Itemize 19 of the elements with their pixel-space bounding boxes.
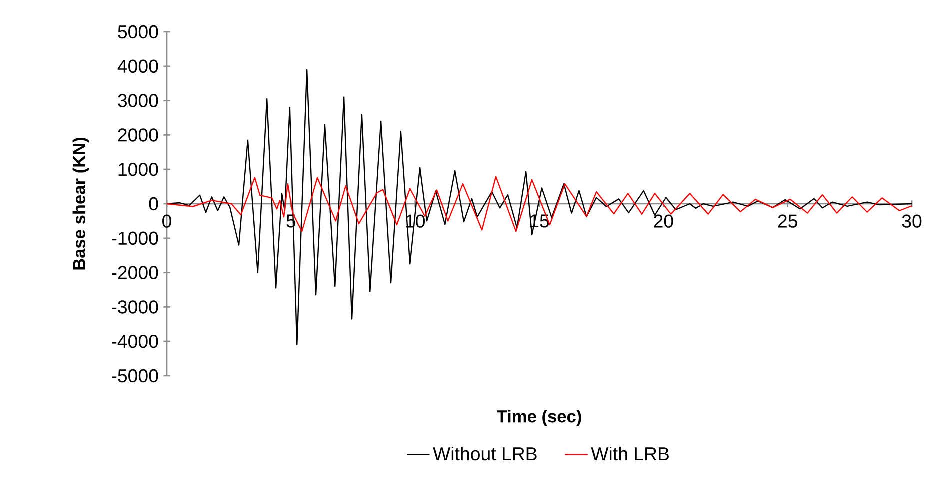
y-tick-label: -1000: [112, 232, 158, 246]
x-tick-label: 25: [778, 214, 798, 228]
y-tick-label: -2000: [112, 266, 158, 280]
y-tick-label: 2000: [118, 128, 158, 142]
y-tick-label: 1000: [118, 162, 158, 176]
y-tick-label: 3000: [118, 94, 158, 108]
legend-label: With LRB: [591, 446, 669, 461]
x-tick-label: 20: [654, 214, 674, 228]
y-tick-label: 0: [149, 197, 158, 211]
y-tick-label: 5000: [118, 25, 158, 39]
y-tick-label: -3000: [112, 300, 158, 314]
x-axis-title: Time (sec): [496, 410, 582, 426]
x-tick-label: 0: [162, 214, 172, 228]
y-axis-title: Base shear (KN): [72, 138, 89, 270]
y-tick-label: -4000: [112, 334, 158, 348]
legend-label: Without LRB: [433, 446, 537, 461]
y-tick-label: -5000: [112, 369, 158, 383]
y-tick-label: 4000: [118, 60, 158, 74]
x-tick-label: 30: [902, 214, 922, 228]
